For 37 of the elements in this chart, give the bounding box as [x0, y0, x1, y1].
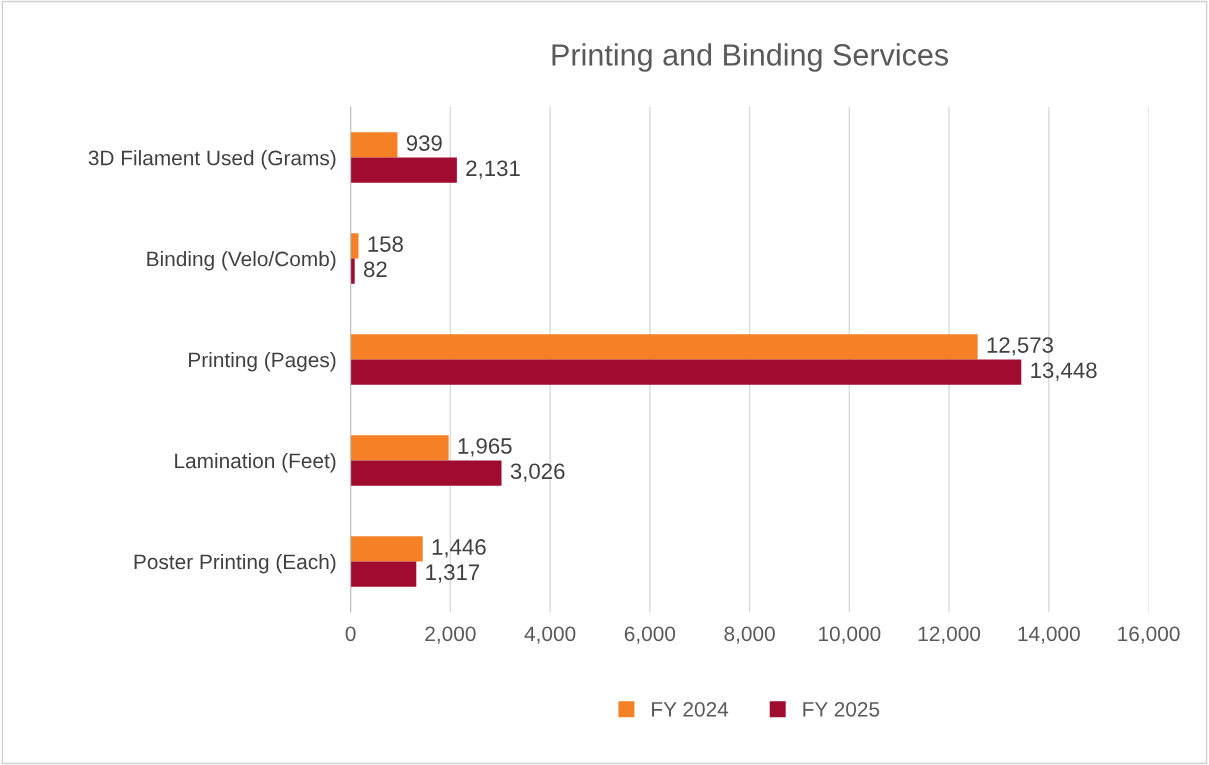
y-tick-label: Binding (Velo/Comb)	[147, 251, 336, 271]
data-label: 1,446	[432, 539, 486, 558]
bar	[350, 561, 417, 587]
data-label: 3,026	[510, 463, 565, 482]
x-tick-label: 4,000	[524, 626, 576, 644]
y-tick-label: Printing (Pages)	[189, 352, 336, 372]
x-tick-label: 12,000	[918, 626, 981, 644]
y-tick-label: 3D Filament Used (Grams)	[88, 150, 336, 170]
legend-label: FY 2024	[652, 701, 729, 717]
bar	[350, 132, 398, 158]
bar	[350, 460, 502, 486]
legend-label: FY 2025	[803, 701, 880, 717]
bar	[350, 536, 423, 562]
x-tick-label: 14,000	[1018, 626, 1080, 644]
x-tick-label: 6,000	[624, 626, 676, 644]
data-label: 82	[364, 261, 387, 278]
bar	[350, 258, 355, 284]
data-label: 12,573	[987, 337, 1053, 356]
chart-title: Printing and Binding Services	[552, 43, 949, 72]
data-label: 939	[406, 135, 442, 151]
bar	[350, 157, 457, 183]
x-tick-label: 16,000	[1118, 626, 1180, 644]
x-tick-label: 8,000	[724, 626, 775, 644]
x-tick-label: 2,000	[425, 626, 476, 644]
data-label: 1,965	[458, 438, 512, 457]
data-label: 13,448	[1031, 362, 1097, 381]
y-tick-label: Lamination (Feet)	[175, 452, 336, 473]
data-label: 158	[368, 236, 403, 252]
y-tick-label: Poster Printing (Each)	[134, 553, 336, 574]
bar	[350, 334, 978, 360]
x-tick-label: 10,000	[819, 626, 881, 644]
x-tick-label: 0	[345, 626, 356, 642]
bar	[350, 435, 449, 461]
bar	[350, 233, 359, 259]
data-label: 1,317	[426, 564, 480, 583]
bar	[350, 359, 1022, 385]
data-label: 2,131	[466, 160, 520, 179]
